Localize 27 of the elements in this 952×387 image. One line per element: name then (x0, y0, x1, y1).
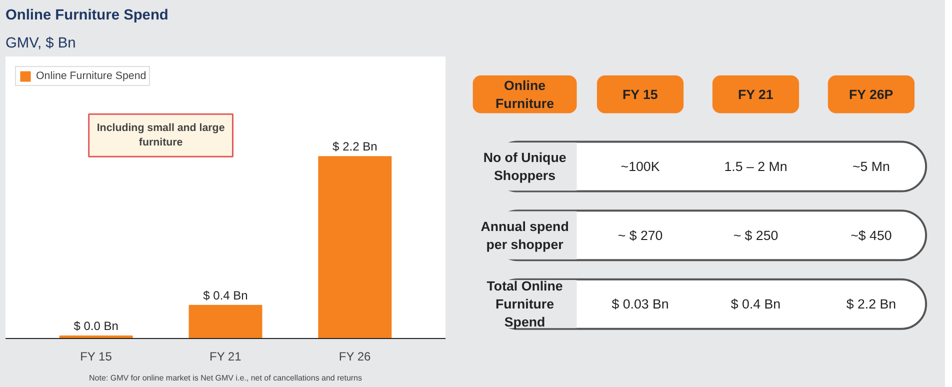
text: 1.5 – 2 Mn (724, 159, 788, 174)
category-label: Total Online Furniture Spend (486, 278, 563, 330)
text: ~$ 450 (850, 228, 892, 243)
data-label: $ 0.0 Bn (74, 319, 118, 334)
text: $ 0.03 Bn (612, 296, 669, 312)
text: $ 0.4 Bn (730, 296, 781, 312)
x-tick-label: FY 15 (80, 350, 112, 364)
category-label: FY 21 (738, 86, 774, 102)
category-label: FY 15 (622, 86, 658, 102)
text: ~ $ 250 (733, 228, 778, 243)
data-label: $ 2.2 Bn (332, 140, 378, 154)
category-label: Online Furniture (496, 78, 554, 111)
category-label: No of Unique Shoppers (483, 150, 566, 184)
x-tick-label: FY 26 (338, 350, 372, 364)
x-tick-label: FY 21 (209, 350, 242, 364)
data-label: $ 0.4 Bn (203, 288, 248, 302)
text: Note: GMV for online market is Net GMV i.e., net of cancellations and returns (88, 374, 362, 382)
category-label: Annual spend per shopper (480, 218, 569, 252)
text: $ 2.2 Bn (846, 296, 896, 312)
text: ~5 Mn (852, 159, 890, 174)
text: ~100K (620, 159, 660, 174)
legend-label: Online Furniture Spend (36, 70, 146, 82)
text: Including small and large furniture (96, 122, 225, 149)
text: ~ $ 270 (618, 228, 663, 243)
chart-subtitle: GMV, $ Bn (6, 36, 76, 52)
category-label: FY 26P (848, 86, 894, 102)
chart-title: Online Furniture Spend (6, 8, 168, 24)
